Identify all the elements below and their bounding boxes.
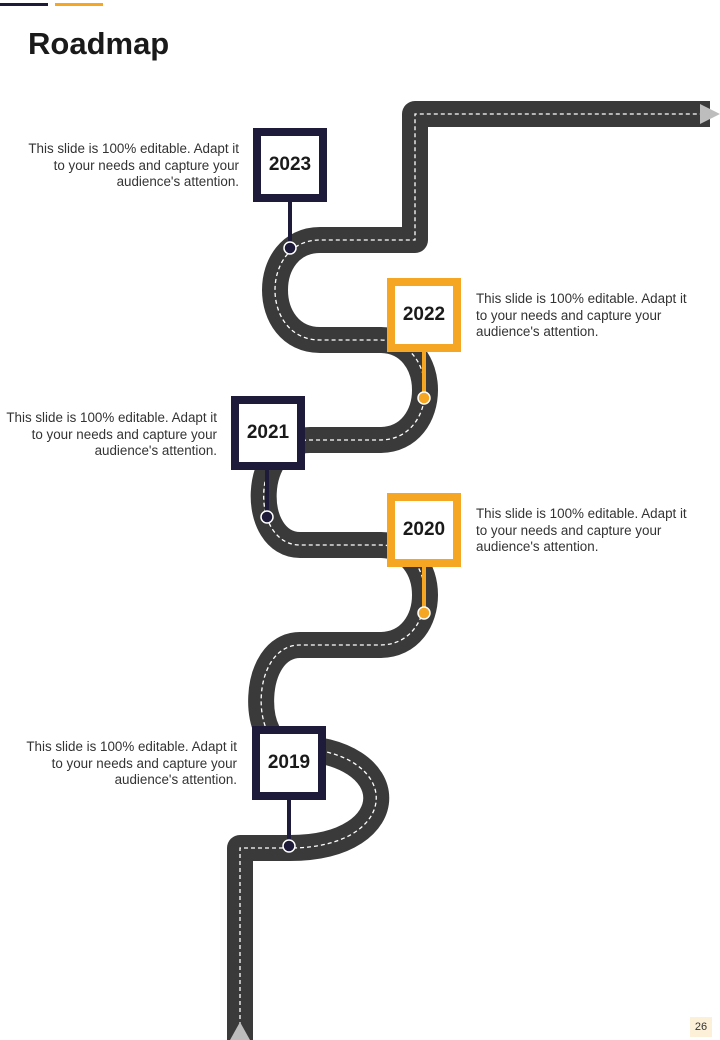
marker-2019 xyxy=(282,839,296,853)
marker-2021 xyxy=(260,510,274,524)
marker-2020 xyxy=(417,606,431,620)
milestone-description-2019: This slide is 100% editable. Adapt it to… xyxy=(26,739,237,787)
milestone-description-2022: This slide is 100% editable. Adapt it to… xyxy=(476,291,687,339)
page-number: 26 xyxy=(690,1017,712,1037)
marker-2022 xyxy=(417,391,431,405)
year-box-2023: 2023 xyxy=(253,128,327,202)
road-start-arrow-icon xyxy=(230,1022,250,1040)
header-accent-bar-orange xyxy=(55,3,103,6)
road-center-line xyxy=(239,113,700,1040)
year-box-2019: 2019 xyxy=(252,726,326,800)
milestone-description-2023: This slide is 100% editable. Adapt it to… xyxy=(28,141,239,189)
header-accent-bar-dark xyxy=(0,3,48,6)
marker-2023 xyxy=(283,241,297,255)
milestone-description-2021: This slide is 100% editable. Adapt it to… xyxy=(6,410,217,458)
milestone-description-2020: This slide is 100% editable. Adapt it to… xyxy=(476,506,687,554)
road-end-arrow-icon xyxy=(700,104,720,124)
year-box-2020: 2020 xyxy=(387,493,461,567)
year-box-2022: 2022 xyxy=(387,278,461,352)
year-box-2021: 2021 xyxy=(231,396,305,470)
road-path xyxy=(227,101,710,1040)
page-title: Roadmap xyxy=(28,26,170,61)
